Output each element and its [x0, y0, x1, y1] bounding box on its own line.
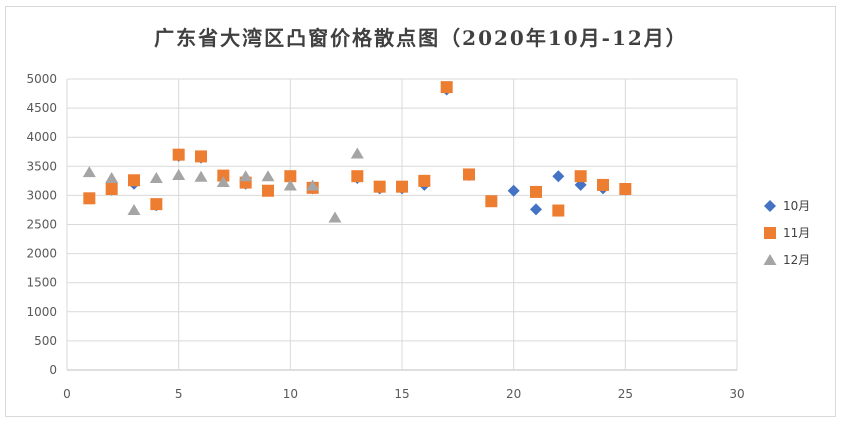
legend-label: 12月: [783, 253, 811, 267]
x-tick-label: 10: [283, 387, 298, 401]
triangle-marker-icon: [763, 253, 777, 265]
data-point: [373, 180, 386, 193]
chart-frame: [5, 6, 836, 417]
legend-marker: [764, 226, 776, 239]
data-point: [172, 169, 186, 181]
legend: 10月 11月 12月: [763, 192, 810, 273]
y-tick-label: 2000: [26, 247, 57, 261]
data-point: [507, 184, 520, 197]
y-tick-label: 0: [49, 363, 57, 377]
data-point: [530, 203, 542, 216]
series-3: [82, 147, 364, 223]
legend-marker: [763, 253, 777, 265]
data-point: [105, 171, 119, 183]
data-point: [284, 170, 297, 183]
data-point: [552, 204, 565, 217]
data-point: [328, 211, 342, 223]
y-tick-label: 1000: [26, 305, 57, 319]
y-tick-label: 2500: [26, 218, 57, 232]
x-tick-label: 25: [618, 387, 633, 401]
y-tick-label: 4500: [26, 101, 57, 115]
legend-item-2: 11月: [763, 219, 810, 246]
data-point: [149, 171, 163, 183]
y-tick-label: 4000: [26, 130, 57, 144]
data-point: [83, 192, 96, 205]
data-point: [463, 168, 475, 181]
y-tick-label: 1500: [26, 276, 57, 290]
data-point: [351, 170, 364, 183]
data-point: [552, 170, 565, 183]
x-tick-label: 5: [175, 387, 183, 401]
legend-item-1: 10月: [763, 192, 810, 219]
data-point: [396, 180, 408, 193]
y-axis-ticks: 0 500 1000 1500 2000 2500 3000 3500 4000 4500 5000: [26, 72, 57, 377]
x-tick-label: 20: [506, 387, 521, 401]
data-points: [82, 81, 632, 223]
square-marker-icon: [764, 226, 776, 239]
data-point: [216, 176, 230, 188]
legend-item-3: 12月: [763, 246, 810, 273]
data-point: [262, 184, 274, 197]
x-tick-label: 15: [394, 387, 409, 401]
data-point: [172, 148, 185, 161]
data-point: [128, 174, 140, 187]
x-tick-label: 30: [729, 387, 744, 401]
y-tick-label: 5000: [26, 72, 57, 86]
data-point: [619, 182, 632, 195]
data-point: [418, 174, 431, 187]
data-point: [306, 179, 320, 191]
data-point: [239, 170, 253, 182]
x-axis-ticks: 0 5 10 15 20 25 30: [63, 387, 744, 401]
data-point: [217, 169, 230, 182]
data-point: [283, 179, 297, 191]
data-point: [597, 178, 609, 191]
data-point: [195, 150, 207, 163]
y-tick-label: 3000: [26, 188, 57, 202]
data-point: [150, 198, 163, 211]
legend-marker: [764, 199, 776, 212]
data-point: [261, 170, 275, 182]
chart-title: 广东省大湾区凸窗价格散点图（2020年10月-12月）: [154, 26, 688, 50]
legend-label: 11月: [783, 226, 811, 240]
diamond-marker-icon: [764, 199, 776, 212]
data-point: [574, 170, 587, 183]
data-point: [350, 147, 364, 159]
data-point: [82, 166, 96, 178]
y-tick-label: 500: [34, 334, 57, 348]
legend-label: 10月: [783, 199, 811, 213]
data-point: [440, 81, 453, 94]
data-point: [194, 170, 208, 182]
data-point: [127, 203, 141, 215]
data-point: [530, 185, 542, 198]
y-tick-label: 3500: [26, 159, 57, 173]
data-point: [485, 195, 498, 208]
x-tick-label: 0: [63, 387, 71, 401]
gridlines: [66, 78, 738, 371]
data-point: [105, 182, 118, 195]
